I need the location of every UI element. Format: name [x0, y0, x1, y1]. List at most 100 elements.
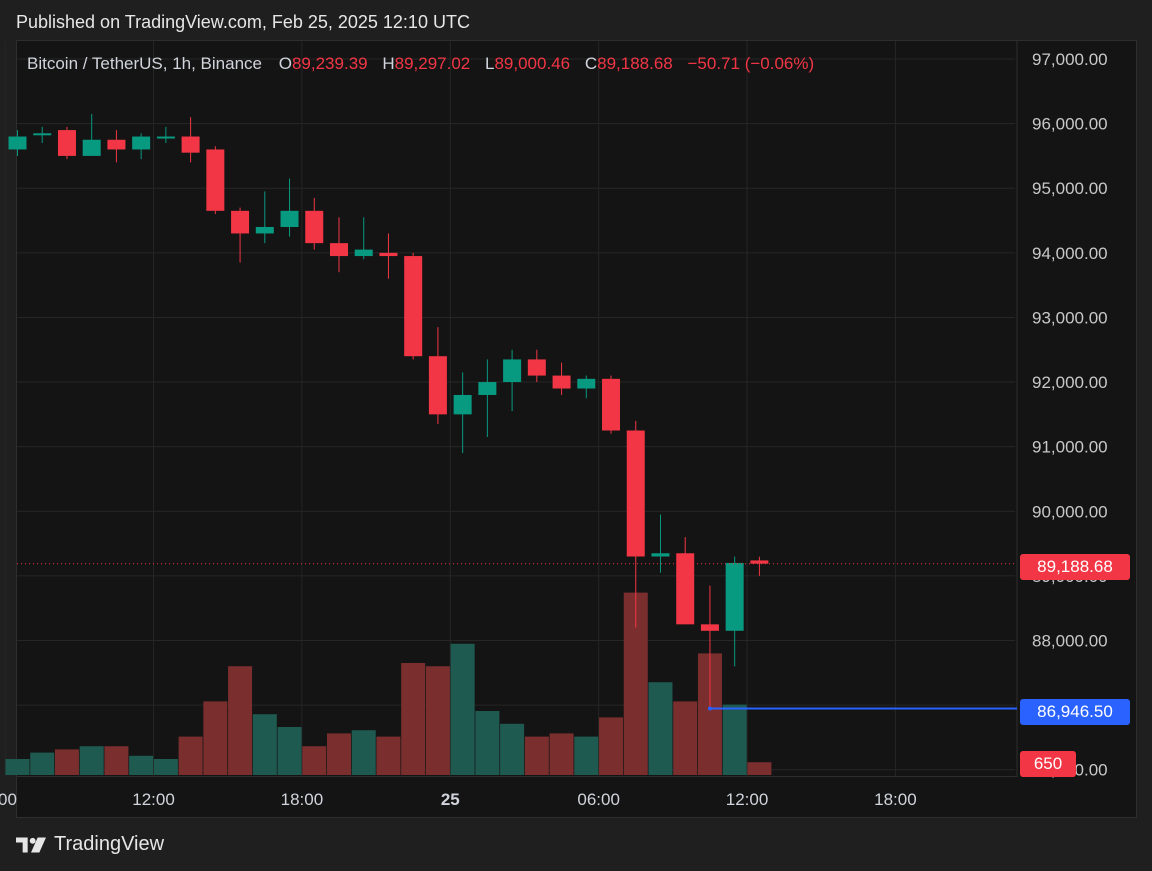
- low-label: L: [485, 54, 495, 73]
- price-tick-label: 92,000.00: [1032, 373, 1108, 392]
- volume-bar: [302, 746, 327, 775]
- candle-body: [527, 359, 546, 376]
- grid-lines: [4, 41, 1018, 777]
- volume-bar: [351, 730, 376, 775]
- volume-bars: [5, 592, 772, 775]
- candle-body: [651, 553, 670, 557]
- symbol-label: Bitcoin / TetherUS, 1h, Binance: [27, 54, 262, 73]
- price-tick-label: 97,000.00: [1032, 50, 1108, 69]
- ohlc-legend: Bitcoin / TetherUS, 1h, Binance O89,239.…: [27, 54, 824, 74]
- volume-bar: [178, 736, 203, 775]
- volume-bar: [425, 666, 450, 775]
- time-tick-label: 18:00: [281, 790, 324, 809]
- line-price-tag[interactable]: 86,946.50: [1020, 699, 1130, 725]
- volume-bar: [450, 643, 475, 775]
- candle-body: [404, 256, 423, 357]
- candle-body: [478, 382, 497, 395]
- candle-body: [181, 136, 200, 153]
- volume-bar: [599, 717, 624, 775]
- high-value: 89,297.02: [394, 54, 471, 73]
- time-tick-label: 12:00: [726, 790, 769, 809]
- candle-body: [82, 139, 101, 156]
- volume-tag: 650: [1020, 751, 1076, 777]
- close-value: 89,188.68: [597, 54, 673, 73]
- open-label: O: [278, 54, 292, 73]
- candles: [8, 113, 769, 709]
- volume-bar: [326, 733, 351, 775]
- change-value: −50.71 (−0.06%): [687, 54, 815, 73]
- time-axis: :00 12:00 18:00 25 06:00 12:00 18:00: [0, 790, 917, 809]
- price-tick-label: 95,000.00: [1032, 179, 1108, 198]
- tradingview-logo[interactable]: TradingView: [16, 833, 164, 856]
- volume-bar: [129, 755, 154, 775]
- published-caption: Published on TradingView.com, Feb 25, 20…: [16, 12, 470, 32]
- tradingview-logo-icon: [16, 837, 46, 852]
- candle-body: [577, 378, 596, 389]
- volume-bar: [574, 736, 599, 775]
- price-tick-label: 94,000.00: [1032, 244, 1108, 263]
- volume-bar: [722, 704, 747, 775]
- candle-body: [57, 130, 76, 156]
- volume-bar: [673, 701, 698, 775]
- volume-bar: [203, 701, 228, 775]
- time-tick-label: 18:00: [874, 790, 917, 809]
- overlays: [17, 563, 1017, 711]
- volume-bar: [648, 682, 673, 775]
- price-axis: 97,000.00 96,000.00 95,000.00 94,000.00 93,0…: [1032, 50, 1108, 780]
- candle-body: [280, 210, 299, 227]
- horizontal-ray-anchor: [707, 706, 712, 711]
- candle-body: [354, 249, 373, 257]
- volume-bar: [228, 666, 253, 775]
- candle-body: [453, 394, 472, 415]
- volume-bar: [475, 711, 500, 775]
- candle-body: [156, 136, 175, 139]
- close-label: C: [584, 54, 598, 73]
- time-tick-label: 25: [441, 790, 460, 809]
- volume-bar: [376, 736, 401, 775]
- volume-bar: [747, 762, 772, 775]
- candle-body: [379, 252, 398, 257]
- price-tick-label: 91,000.00: [1032, 438, 1108, 457]
- time-tick-label: 12:00: [132, 790, 175, 809]
- open-value: 89,239.39: [291, 54, 368, 73]
- candle-body: [602, 378, 621, 431]
- candle-body: [107, 139, 126, 150]
- volume-bar: [104, 746, 129, 775]
- volume-bar: [277, 727, 302, 775]
- candle-body: [132, 136, 151, 150]
- candle-body: [750, 560, 769, 564]
- candle-body: [231, 210, 250, 234]
- last-price-tag: 89,188.68: [1020, 554, 1130, 580]
- candle-body: [725, 562, 744, 631]
- volume-bar: [524, 736, 549, 775]
- volume-bar: [5, 759, 30, 775]
- tradingview-brand: TradingView: [54, 833, 165, 855]
- low-value: 89,000.46: [494, 54, 571, 73]
- candle-body: [552, 375, 571, 389]
- volume-bar: [401, 663, 426, 775]
- price-tick-label: 96,000.00: [1032, 115, 1108, 134]
- candle-body: [255, 226, 274, 234]
- candle-body: [305, 210, 324, 244]
- volume-bar: [252, 714, 277, 775]
- volume-bar: [153, 759, 178, 775]
- candle-body: [8, 136, 27, 150]
- candle-body: [206, 149, 225, 211]
- chart-frame[interactable]: [16, 40, 1137, 818]
- volume-bar: [30, 752, 55, 775]
- candle-body: [676, 553, 695, 625]
- price-tick-label: 93,000.00: [1032, 308, 1108, 327]
- volume-bar: [54, 749, 79, 775]
- time-tick-label: 06:00: [577, 790, 620, 809]
- volume-bar: [549, 733, 574, 775]
- candle-body: [503, 359, 522, 383]
- volume-bar: [500, 723, 525, 775]
- candle-body: [33, 133, 52, 136]
- volume-bar: [79, 746, 104, 775]
- candle-body: [700, 624, 719, 631]
- candle-body: [428, 356, 447, 415]
- candle-body: [329, 243, 348, 257]
- price-tick-label: 90,000.00: [1032, 502, 1108, 521]
- high-label: H: [382, 54, 395, 73]
